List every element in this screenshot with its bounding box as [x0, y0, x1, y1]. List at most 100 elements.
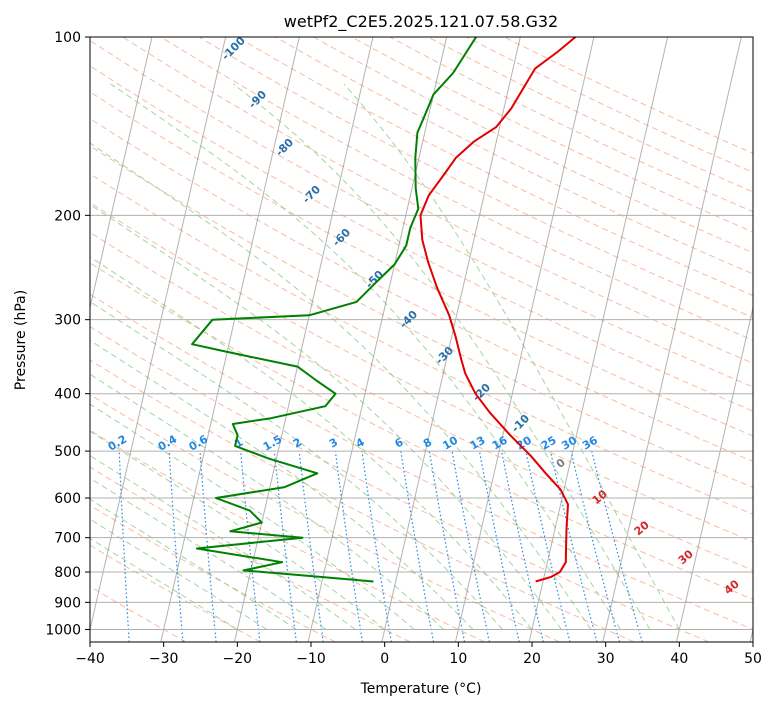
- moist-adiabat-line: [90, 403, 415, 630]
- x-tick-label: 10: [449, 651, 467, 667]
- dry-adiabat-line: [90, 117, 753, 462]
- mixing-ratio-line: [400, 451, 435, 642]
- dry-adiabats: [90, 37, 753, 642]
- x-tick-label: −20: [223, 651, 253, 667]
- isotherm-label: -30: [433, 344, 456, 367]
- mixing-ratio-line: [525, 450, 571, 642]
- isotherm-label: -90: [246, 88, 269, 111]
- x-tick-label: 30: [597, 651, 615, 667]
- mixing-ratio-line: [298, 451, 324, 642]
- mixing-ratio-label: 1.5: [261, 433, 284, 454]
- isotherm-line: [675, 305, 753, 642]
- dry-adiabat-line: [90, 293, 753, 630]
- dry-adiabat-line: [90, 585, 187, 642]
- dry-adiabat-line: [90, 429, 485, 642]
- plot-frame: [89, 36, 754, 643]
- dry-adiabat-line: [351, 37, 753, 233]
- x-tick-label: −40: [75, 651, 105, 667]
- isotherms: [0, 37, 753, 642]
- mixing-ratio-line: [549, 450, 598, 642]
- moist-adiabat-line: [110, 83, 621, 630]
- isotherm-label: -100: [219, 34, 248, 63]
- overlay-labels: 0.1 0.2 0.4 0.6 1 1.5 2 3 4 6 8 10 13 16 20 25 30 36-100-…: [106, 34, 742, 597]
- dry-adiabat-line: [90, 262, 753, 600]
- isotherm-line: [90, 37, 153, 310]
- dry-adiabat-line: [90, 91, 753, 437]
- isotherm-line: [0, 37, 78, 642]
- dry-adiabat-line: [160, 37, 753, 341]
- dry-adiabat-line: [198, 37, 753, 319]
- y-tick-label: 1000: [45, 622, 81, 638]
- moist-adiabat-line: [90, 430, 385, 630]
- isotherm-line: [749, 627, 753, 642]
- x-tick-label: −30: [149, 651, 179, 667]
- x-tick-label: 0: [380, 651, 389, 667]
- dry-adiabat-label: 20: [632, 518, 652, 538]
- mixing-ratio-line: [478, 450, 520, 642]
- x-tick-label: −10: [296, 651, 326, 667]
- dry-adiabat-line: [465, 37, 753, 173]
- mixing-ratio-label: 0.6: [187, 432, 211, 453]
- profiles: [191, 37, 577, 583]
- dry-adiabat-line: [313, 37, 753, 254]
- mixing-ratio-label: 36: [580, 433, 600, 452]
- mixing-ratio-line: [428, 451, 466, 642]
- dry-adiabat-line: [90, 326, 709, 642]
- dry-adiabat-label: 30: [676, 547, 696, 567]
- mixing-ratio-label: 3: [327, 436, 340, 451]
- chart-title: wetPf2_C2E5.2025.121.07.58.G32: [284, 12, 558, 32]
- mixing-ratio-line: [591, 450, 643, 642]
- dry-adiabat-line: [90, 202, 753, 543]
- isotherm-label: -60: [330, 226, 353, 249]
- dry-adiabat-line: [90, 359, 635, 642]
- mixing-ratio-line: [199, 451, 217, 642]
- mixing-ratio-label: 0.2: [106, 433, 129, 454]
- mixing-ratio-lines: [118, 450, 643, 642]
- isotherm-label: -10: [509, 412, 532, 435]
- y-tick-label: 300: [54, 313, 81, 329]
- isotherm-line: [90, 37, 227, 632]
- dry-adiabat-line: [427, 37, 753, 193]
- moist-adiabat-line: [90, 373, 444, 630]
- dry-adiabat-line: [90, 393, 560, 642]
- dry-adiabat-line: [90, 173, 753, 515]
- moist-adiabat-line: [90, 203, 562, 630]
- dry-adiabat-line: [90, 145, 753, 489]
- mixing-ratio-line: [500, 450, 544, 642]
- x-tick-label: 20: [523, 651, 541, 667]
- moist-adiabats: [90, 83, 680, 630]
- moist-adiabat-line: [90, 455, 356, 630]
- y-tick-label: 600: [54, 491, 81, 507]
- dry-adiabat-line: [122, 37, 753, 364]
- moist-adiabat-line: [90, 498, 297, 630]
- moist-adiabat-line: [90, 301, 503, 630]
- moist-adiabat-line: [90, 518, 268, 630]
- temperature-profile-line: [419, 37, 577, 583]
- mixing-ratio-label: 0.4: [156, 432, 180, 453]
- dry-adiabat-label: 0: [554, 456, 568, 471]
- dewpoint-profile-line: [191, 37, 477, 583]
- isotherm-line: [233, 37, 374, 642]
- mixing-ratio-label: 10: [440, 433, 460, 452]
- mixing-ratio-label: 8: [421, 436, 434, 451]
- mixing-ratio-label: 2: [291, 436, 304, 451]
- mixing-ratio-line: [451, 450, 490, 642]
- moist-adiabat-line: [90, 256, 533, 630]
- mixing-ratio-line: [273, 451, 297, 642]
- mixing-ratio-line: [240, 451, 261, 642]
- plot-area: 0.1 0.2 0.4 0.6 1 1.5 2 3 4 6 8 10 13 16 20 25 30 36-100-…: [0, 34, 753, 642]
- y-tick-label: 900: [54, 595, 81, 611]
- isotherm-line: [454, 37, 595, 642]
- y-tick-label: 100: [54, 30, 81, 46]
- y-tick-label: 700: [54, 531, 81, 547]
- y-tick-label: 200: [54, 208, 81, 224]
- mixing-ratio-label: 13: [468, 434, 488, 453]
- y-tick-label: 800: [54, 565, 81, 581]
- isotherm-line: [307, 37, 448, 642]
- x-tick-label: 40: [670, 651, 688, 667]
- dry-adiabat-line: [90, 65, 753, 412]
- mixing-ratio-line: [334, 451, 363, 642]
- dry-adiabat-line: [90, 544, 261, 642]
- x-tick-label: 50: [744, 651, 762, 667]
- isotherm-line: [381, 37, 521, 642]
